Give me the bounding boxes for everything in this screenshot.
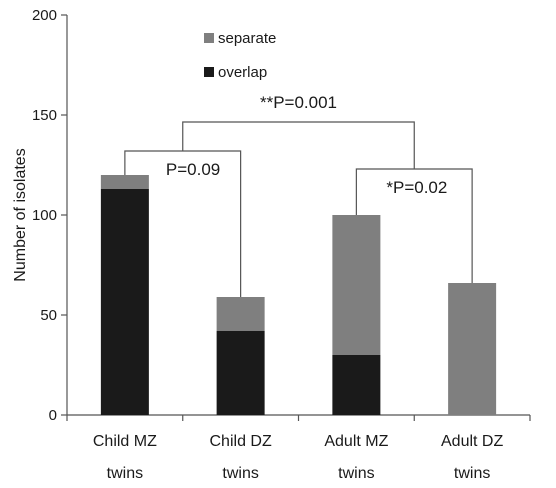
- y-tick-label: 50: [40, 307, 57, 324]
- legend-swatch-overlap: [204, 67, 214, 77]
- x-tick-label: Child MZ: [93, 433, 157, 450]
- plot-area: 0 50 100 150 200 Number of isolates Child MZ tw…: [12, 7, 531, 482]
- legend-swatch-separate: [204, 33, 214, 43]
- bar-overlap: [216, 331, 265, 415]
- x-tick-label: Adult DZ: [441, 433, 503, 450]
- significance-bracket: [182, 121, 415, 169]
- bar-separate: [216, 297, 265, 331]
- y-tick-label: 100: [32, 207, 57, 224]
- bar-overlap: [332, 355, 381, 415]
- significance-label: **P=0.001: [260, 93, 337, 112]
- y-tick-label: 0: [49, 407, 57, 424]
- bar-separate: [332, 215, 381, 355]
- legend-label-separate: separate: [218, 30, 276, 47]
- bar-overlap: [100, 189, 149, 415]
- x-tick-label: twins: [454, 465, 490, 482]
- bar-separate: [448, 283, 497, 415]
- significance-label: P=0.09: [166, 160, 220, 179]
- x-tick-label: Child DZ: [210, 433, 272, 450]
- y-axis-label: Number of isolates: [12, 148, 29, 281]
- bar-separate: [100, 175, 149, 189]
- significance-label: *P=0.02: [386, 178, 447, 197]
- x-tick-label: twins: [338, 465, 374, 482]
- x-tick-label: twins: [107, 465, 143, 482]
- legend-label-overlap: overlap: [218, 64, 267, 81]
- x-tick-label: Adult MZ: [324, 433, 388, 450]
- y-tick-label: 150: [32, 107, 57, 124]
- y-tick-label: 200: [32, 7, 57, 24]
- x-tick-label: twins: [222, 465, 258, 482]
